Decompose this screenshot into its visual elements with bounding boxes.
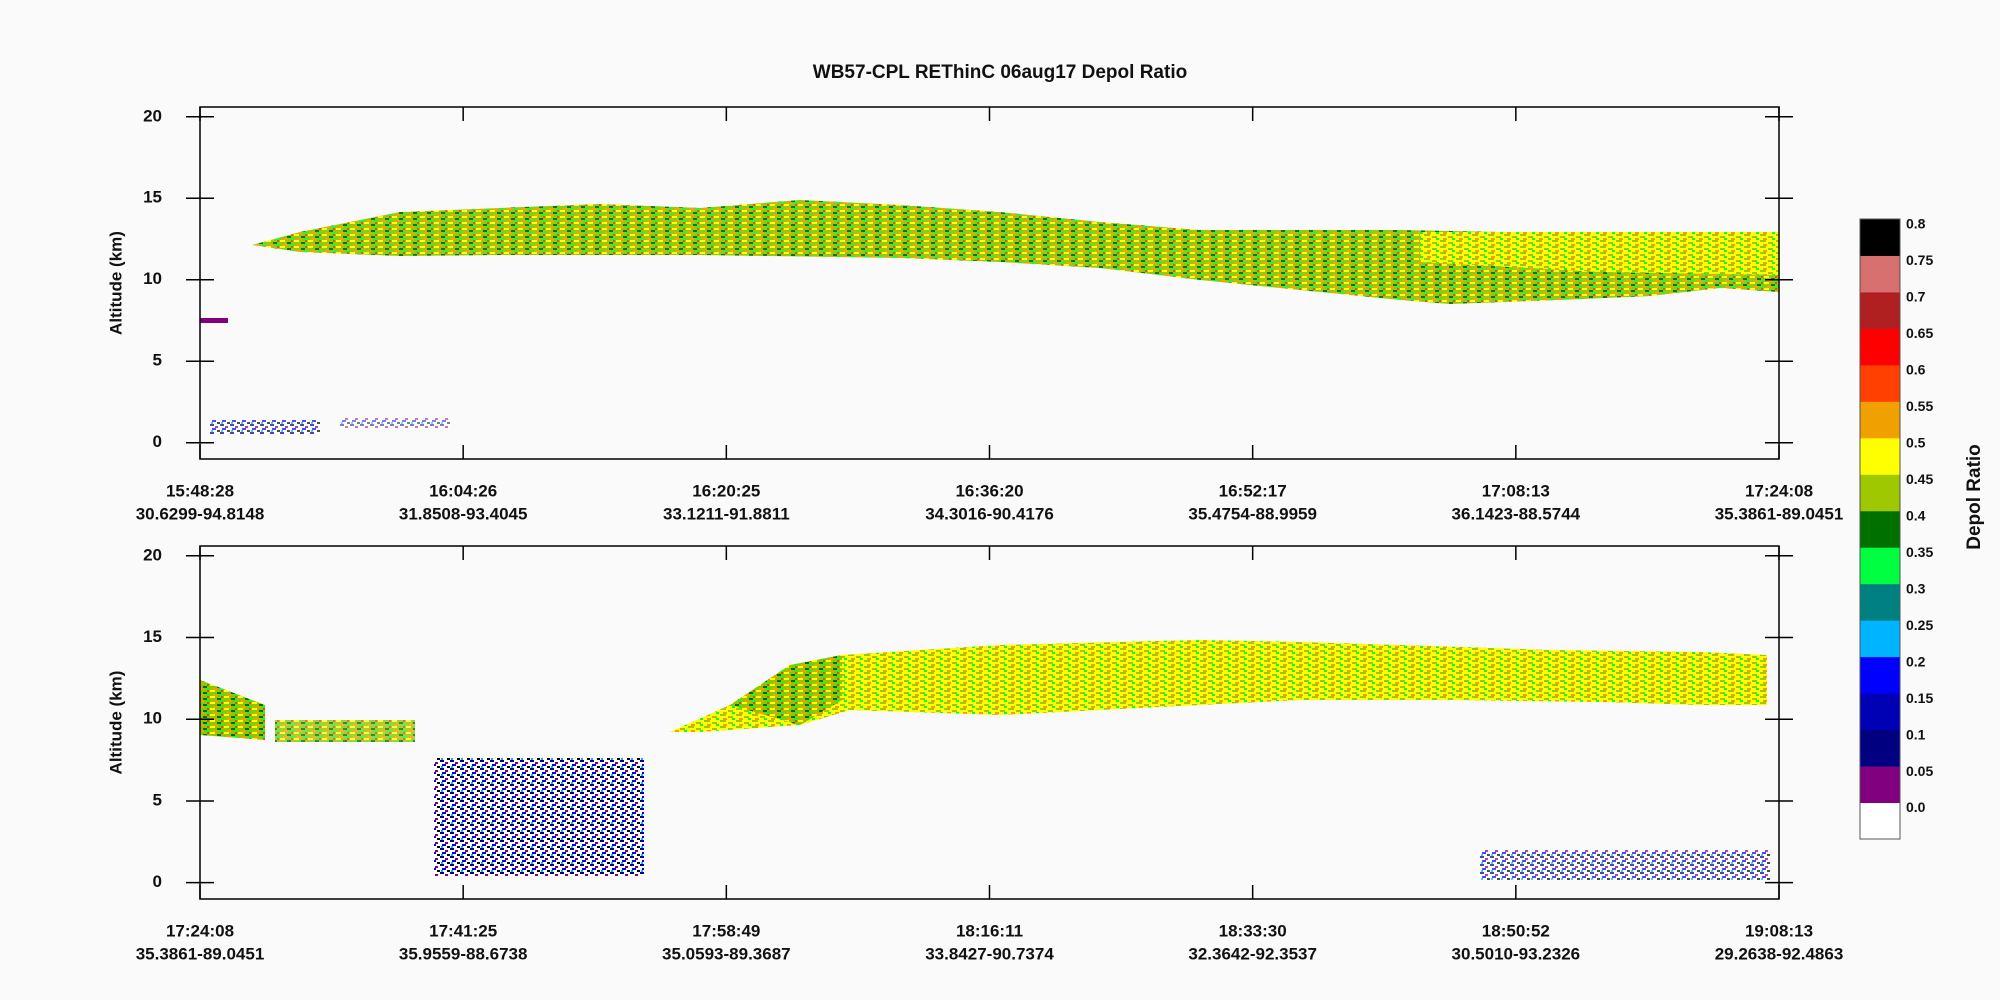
colorbar-label: 0.15	[1906, 690, 1933, 706]
y-tick-label: 15	[143, 188, 162, 207]
colorbar-swatch	[1859, 473, 1901, 512]
x-tick-location: 36.1423-88.5744	[1452, 504, 1581, 523]
colorbar-swatch	[1859, 765, 1901, 804]
colorbar-label: 0.65	[1906, 325, 1933, 341]
colorbar-label: 0.75	[1906, 252, 1933, 268]
x-tick-label: 16:04:26	[429, 481, 497, 500]
chart-title: WB57-CPL REThinC 06aug17 Depol Ratio	[813, 62, 1187, 83]
x-tick-location: 31.8508-93.4045	[399, 504, 528, 523]
colorbar-swatch	[1859, 437, 1901, 475]
colorbar-frame	[1859, 218, 1901, 840]
y-tick-label: 15	[143, 627, 162, 646]
colorbar-label: 0.45	[1906, 471, 1933, 487]
colorbar-label: 0.2	[1906, 653, 1926, 669]
y-tick-label: 5	[153, 790, 162, 809]
colorbar-swatch	[1859, 546, 1901, 585]
y-tick-label: 10	[143, 709, 162, 728]
colorbar-swatch	[1859, 619, 1901, 658]
colorbar-swatch	[1859, 218, 1901, 256]
colorbar-swatch	[1859, 291, 1901, 329]
colorbar-label: 0.35	[1906, 544, 1933, 560]
colorbar-label: 0.4	[1906, 507, 1926, 523]
y-tick-label: 0	[153, 872, 162, 891]
colorbar-label: 0.0	[1906, 799, 1926, 815]
y-tick-label: 10	[143, 269, 162, 288]
y-tick-label: 5	[153, 351, 162, 370]
colorbar-swatch	[1859, 400, 1901, 439]
colorbar-swatch	[1859, 729, 1901, 767]
colorbar-label: 0.55	[1906, 398, 1933, 414]
x-tick-location: 30.6299-94.8148	[136, 504, 265, 523]
x-tick-label: 17:58:49	[692, 921, 760, 940]
colorbar-swatch	[1859, 692, 1901, 731]
x-tick-label: 18:50:52	[1482, 921, 1550, 940]
x-tick-location: 35.3861-89.0451	[136, 944, 265, 963]
y-axis-label: Altitude (km)	[106, 231, 125, 335]
x-tick-location: 35.0593-89.3687	[662, 944, 791, 963]
x-tick-location: 34.3016-90.4176	[925, 504, 1054, 523]
curtain-image	[200, 200, 1779, 434]
x-tick-location: 33.8427-90.7374	[925, 944, 1054, 963]
x-tick-location: 29.2638-92.4863	[1715, 944, 1844, 963]
x-tick-label: 16:20:25	[692, 481, 760, 500]
colorbar-label: 0.05	[1906, 763, 1933, 779]
x-tick-label: 17:08:13	[1482, 481, 1550, 500]
x-tick-location: 35.4754-88.9959	[1188, 504, 1317, 523]
x-tick-label: 18:16:11	[956, 921, 1023, 940]
x-tick-label: 16:36:20	[955, 481, 1023, 500]
x-tick-label: 19:08:13	[1745, 921, 1813, 940]
x-tick-label: 16:52:17	[1219, 481, 1287, 500]
colorbar-label: 0.7	[1906, 289, 1926, 305]
colorbar-swatch	[1859, 583, 1901, 621]
x-tick-location: 35.3861-89.0451	[1715, 504, 1844, 523]
x-tick-label: 17:41:25	[429, 921, 497, 940]
x-tick-label: 17:24:08	[1745, 481, 1813, 500]
x-tick-location: 32.3642-92.3537	[1188, 944, 1317, 963]
x-tick-location: 33.1211-91.8811	[663, 504, 790, 523]
colorbar-label: 0.6	[1906, 362, 1926, 378]
colorbar-label: 0.8	[1906, 216, 1926, 232]
colorbar-label: 0.5	[1906, 435, 1926, 451]
x-tick-label: 18:33:30	[1219, 921, 1287, 940]
colorbar-swatch	[1859, 802, 1901, 840]
colorbar-label: 0.3	[1906, 580, 1926, 596]
colorbar-swatch	[1859, 364, 1901, 402]
colorbar-swatch	[1859, 510, 1901, 548]
colorbar-label: 0.25	[1906, 617, 1933, 633]
y-axis-label: Altitude (km)	[106, 671, 125, 775]
x-tick-location: 35.9559-88.6738	[399, 944, 528, 963]
y-tick-label: 20	[143, 545, 162, 564]
y-tick-label: 20	[143, 106, 162, 125]
x-tick-label: 15:48:28	[166, 481, 234, 500]
colorbar-swatch	[1859, 254, 1901, 293]
x-tick-label: 17:24:08	[166, 921, 234, 940]
colorbar-label: 0.1	[1906, 726, 1926, 742]
curtain-image	[200, 640, 1770, 880]
y-tick-label: 0	[153, 432, 162, 451]
colorbar-title: Depol Ratio	[1964, 444, 1985, 550]
x-tick-location: 30.5010-93.2326	[1452, 944, 1581, 963]
colorbar-swatch	[1859, 656, 1901, 694]
colorbar-swatch	[1859, 327, 1901, 366]
